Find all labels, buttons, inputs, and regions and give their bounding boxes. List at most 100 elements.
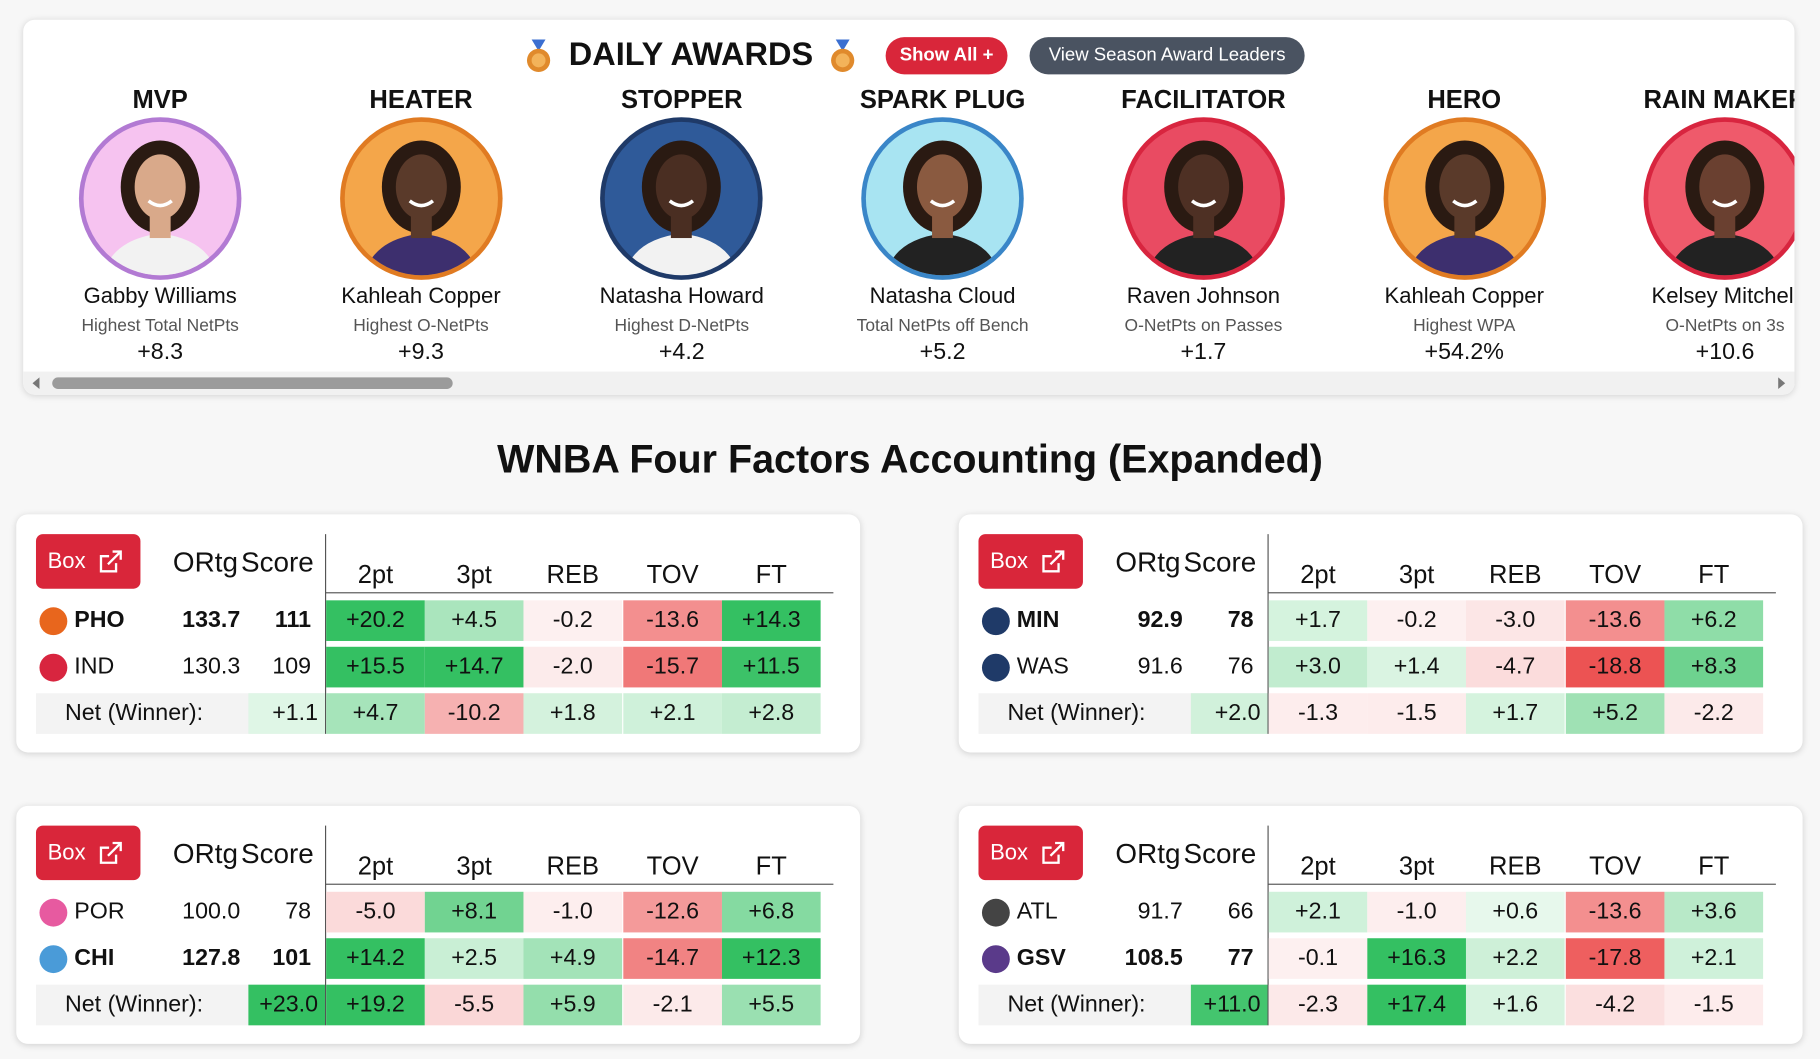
factor-cell: -13.6	[623, 600, 722, 641]
awards-card: DAILY AWARDS Show All + View Season Awar…	[23, 19, 1795, 395]
header-rule	[324, 883, 834, 885]
award-criterion: Highest Total NetPts	[81, 315, 239, 336]
team-logo	[981, 607, 1010, 636]
factor-cell: +2.8	[721, 693, 821, 734]
column-header: TOV	[1589, 851, 1642, 881]
box-button[interactable]: Box	[978, 825, 1083, 881]
factor-cell: +6.8	[721, 891, 821, 933]
player-name: Natasha Cloud	[869, 284, 1016, 309]
team-logo	[39, 653, 68, 682]
column-header: Score	[1183, 546, 1257, 579]
award-criterion: O-NetPts on 3s	[1665, 315, 1785, 336]
factor-cell: +1.6	[1465, 984, 1565, 1026]
factor-cell: +15.5	[326, 646, 425, 688]
team-ortg: 100.0	[182, 898, 241, 925]
factor-cell: +2.1	[623, 693, 722, 734]
factor-cell: +3.0	[1268, 646, 1368, 688]
column-header: 3pt	[1398, 851, 1435, 881]
factor-cell: -0.1	[1268, 938, 1368, 979]
team-logo	[39, 945, 68, 974]
factor-cell: +4.7	[326, 693, 425, 734]
factor-cell: +4.5	[424, 600, 524, 641]
factor-cell: -0.2	[523, 600, 623, 641]
box-label: Box	[47, 840, 86, 865]
box-button[interactable]: Box	[35, 825, 141, 881]
column-header: 2pt	[1300, 851, 1336, 881]
show-all-button[interactable]: Show All +	[885, 37, 1008, 75]
scrollbar-thumb[interactable]	[52, 377, 453, 389]
team-name: MIN	[1016, 607, 1060, 633]
team-ortg: 108.5	[1124, 945, 1183, 971]
season-leaders-button[interactable]: View Season Award Leaders	[1029, 37, 1305, 75]
column-header: FT	[1698, 851, 1730, 881]
team-score: 109	[272, 653, 312, 680]
external-link-icon	[99, 841, 122, 864]
award-criterion: O-NetPts on Passes	[1124, 315, 1283, 336]
column-divider	[324, 825, 327, 1026]
column-header: 3pt	[456, 559, 492, 589]
player-name: Natasha Howard	[599, 284, 764, 309]
factor-cell: -17.8	[1565, 938, 1665, 979]
net-label: Net (Winner):	[1007, 991, 1146, 1018]
factor-cell: +1.8	[523, 693, 623, 734]
net-score: +23.0	[248, 984, 325, 1026]
award-criterion: Highest D-NetPts	[614, 315, 750, 336]
factor-cell: +2.1	[1664, 938, 1764, 979]
factor-cell: -14.7	[623, 938, 722, 979]
team-name: PHO	[74, 607, 125, 633]
player-avatar	[78, 117, 242, 280]
medal-icon	[526, 39, 551, 72]
factor-cell: +14.3	[721, 600, 821, 641]
award-title: STOPPER	[620, 84, 743, 114]
factor-cell: +8.1	[424, 891, 524, 933]
column-header: TOV	[646, 851, 699, 881]
factor-cell: +0.6	[1465, 891, 1565, 933]
factor-cell: -12.6	[623, 891, 722, 933]
external-link-icon	[1042, 841, 1065, 864]
box-button[interactable]: Box	[35, 534, 141, 589]
team-ortg: 133.7	[182, 607, 241, 633]
column-header: ORtg	[1115, 546, 1181, 579]
factor-cell: +3.6	[1664, 891, 1764, 933]
factor-cell: -2.1	[623, 984, 722, 1026]
factor-cell: -4.2	[1565, 984, 1665, 1026]
net-label: Net (Winner):	[64, 700, 204, 726]
header-rule	[1267, 592, 1776, 594]
award-title: HERO	[1427, 84, 1502, 114]
factor-cell: +2.1	[1268, 891, 1368, 933]
column-header: TOV	[646, 559, 699, 589]
scroll-right[interactable]	[1776, 376, 1788, 390]
game-card: Box ORtg Score 2pt 3pt REB TOV FT MIN 92.9 78 +1.7-…	[958, 514, 1803, 753]
factor-cell: +2.2	[1465, 938, 1565, 979]
column-header: 2pt	[1300, 559, 1336, 589]
factor-cell: -1.5	[1664, 984, 1764, 1026]
medal-icon	[831, 39, 855, 72]
team-logo	[39, 607, 68, 636]
factor-cell: +14.7	[424, 646, 524, 688]
factor-cell: -1.5	[1367, 693, 1466, 734]
award-title: HEATER	[369, 84, 473, 114]
team-ortg: 91.6	[1137, 653, 1183, 680]
column-header: FT	[1698, 559, 1730, 589]
header-rule	[1267, 883, 1776, 885]
net-label: Net (Winner):	[1007, 700, 1146, 726]
team-name: WAS	[1016, 653, 1069, 680]
factor-cell: +8.3	[1664, 646, 1764, 688]
scroll-left[interactable]	[30, 376, 42, 390]
column-header: ORtg	[172, 546, 238, 579]
column-header: Score	[241, 838, 314, 870]
column-header: FT	[755, 559, 787, 589]
award-title: SPARK PLUG	[859, 84, 1026, 114]
factor-cell: +20.2	[326, 600, 425, 641]
team-score: 76	[1227, 653, 1254, 680]
box-button[interactable]: Box	[978, 534, 1083, 589]
team-name: ATL	[1016, 898, 1058, 925]
team-name: POR	[74, 898, 125, 925]
factor-cell: +5.2	[1565, 693, 1665, 734]
award-title: RAIN MAKER	[1643, 84, 1795, 114]
player-name: Kahleah Copper	[1384, 284, 1544, 309]
player-avatar	[1643, 117, 1795, 280]
scrollbar-track	[23, 371, 1795, 395]
team-ortg: 127.8	[182, 945, 241, 971]
